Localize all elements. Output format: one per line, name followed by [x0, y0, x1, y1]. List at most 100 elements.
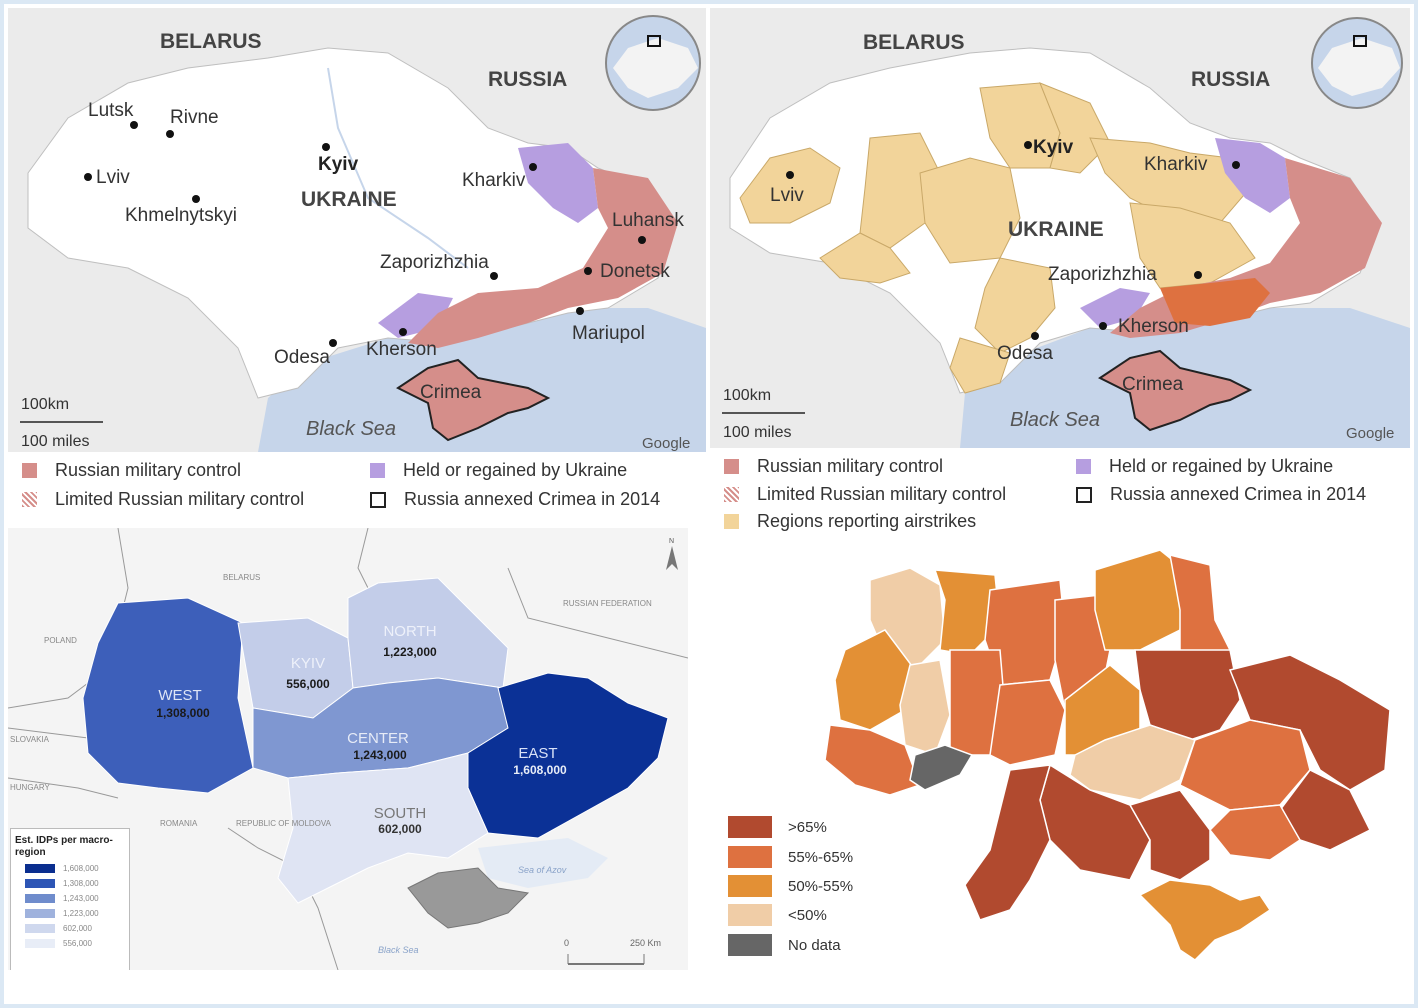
- idp-map: WEST 1,308,000 KYIV 556,000 NORTH 1,223,…: [8, 528, 688, 970]
- google-credit-2: Google: [1346, 425, 1394, 442]
- legend4-item-gt65: >65%: [728, 816, 827, 838]
- swatch-55-65: [728, 846, 772, 868]
- legend2-item-crimea: Russia annexed Crimea in 2014: [1076, 484, 1366, 505]
- north-arrow-icon: [666, 546, 678, 570]
- label-ukraine: UKRAINE: [301, 188, 397, 211]
- value-region-south: 602,000: [378, 822, 422, 836]
- swatch-russian-control: [22, 463, 37, 478]
- label-russia-2: RUSSIA: [1191, 68, 1270, 91]
- city-kyiv-2: Kyiv: [1033, 137, 1074, 158]
- scale-250km: 250 Km: [630, 938, 661, 948]
- swatch2-held-ukraine: [1076, 459, 1091, 474]
- region-west: [82, 597, 254, 794]
- city-khmelnytskyi: Khmelnytskyi: [125, 205, 237, 226]
- legend4-item-lt50: <50%: [728, 904, 827, 926]
- swatch2-russian-control: [724, 459, 739, 474]
- idp-legend: Est. IDPs per macro-region 1,608,000 1,3…: [10, 828, 130, 970]
- label-belarus-2: BELARUS: [863, 31, 965, 54]
- swatch2-crimea: [1076, 486, 1092, 503]
- scale-km-2: 100km: [723, 387, 771, 404]
- scale-miles: 100 miles: [21, 433, 89, 450]
- russian-control-east: [408, 168, 678, 348]
- idp-legend-row: 1,243,000: [11, 891, 129, 906]
- label-region-north: NORTH: [383, 623, 436, 640]
- north-arrow-label: N: [669, 538, 674, 545]
- city-kherson: Kherson: [366, 339, 437, 360]
- label-black-sea: Black Sea: [306, 418, 396, 440]
- airstrikes-map: BELARUS RUSSIA UKRAINE Kyiv Kharkiv Lviv…: [710, 8, 1410, 448]
- legend2-item-russian-control: Russian military control: [724, 456, 943, 477]
- value-region-center: 1,243,000: [353, 748, 407, 762]
- city-rivne: Rivne: [170, 107, 219, 128]
- value-region-north: 1,223,000: [383, 645, 437, 659]
- label-belarus-3: BELARUS: [223, 573, 260, 582]
- map-panel-choropleth: >65% 55%-65% 50%-55% <50% No data: [710, 540, 1410, 970]
- label-romania-3: ROMANIA: [160, 819, 198, 828]
- city-odesa: Odesa: [274, 347, 330, 368]
- legend4-item-50-55: 50%-55%: [728, 875, 853, 897]
- swatch-gt65: [728, 816, 772, 838]
- idp-legend-row: 1,308,000: [11, 876, 129, 891]
- city-odesa-2: Odesa: [997, 343, 1053, 364]
- label-region-south: SOUTH: [374, 805, 427, 822]
- label-moldova-3: REPUBLIC OF MOLDOVA: [236, 819, 332, 828]
- label-region-center: CENTER: [347, 730, 409, 747]
- idp-legend-row: 1,223,000: [11, 906, 129, 921]
- city-lviv: Lviv: [96, 167, 130, 188]
- value-region-east: 1,608,000: [513, 763, 567, 777]
- scale-zero: 0: [564, 938, 569, 948]
- label-russia-3: RUSSIAN FEDERATION: [563, 599, 652, 608]
- legend-airstrikes-map: Russian military control Held or regaine…: [710, 450, 1410, 538]
- city-donetsk: Donetsk: [600, 261, 670, 282]
- legend4-item-no-data: No data: [728, 934, 841, 956]
- legend-item-russian-control: Russian military control: [22, 460, 241, 481]
- legend2-item-limited-control: Limited Russian military control: [724, 484, 1006, 505]
- city-crimea-2: Crimea: [1122, 374, 1184, 395]
- scale-miles-2: 100 miles: [723, 424, 791, 441]
- label-black-sea-3: Black Sea: [378, 945, 419, 955]
- map-panel-control: BELARUS RUSSIA UKRAINE Lutsk Rivne Lviv …: [8, 8, 706, 452]
- label-belarus: BELARUS: [160, 30, 262, 53]
- city-kharkiv: Kharkiv: [462, 170, 526, 191]
- swatch2-airstrikes: [724, 514, 739, 529]
- legend2-item-held-ukraine: Held or regained by Ukraine: [1076, 456, 1333, 477]
- legend-item-held-ukraine: Held or regained by Ukraine: [370, 460, 627, 481]
- airstrike-regions: [739, 82, 1256, 394]
- label-region-west: WEST: [158, 687, 201, 704]
- legend-choropleth: >65% 55%-65% 50%-55% <50% No data: [728, 816, 928, 966]
- legend-item-crimea: Russia annexed Crimea in 2014: [370, 489, 660, 510]
- city-kyiv: Kyiv: [318, 154, 359, 175]
- label-hungary-3: HUNGARY: [10, 783, 51, 792]
- city-kherson-2: Kherson: [1118, 316, 1189, 337]
- map-panel-idps: WEST 1,308,000 KYIV 556,000 NORTH 1,223,…: [8, 528, 688, 970]
- city-zaporizhzhia: Zaporizhzhia: [380, 252, 489, 273]
- legend2-item-airstrikes: Regions reporting airstrikes: [724, 511, 976, 532]
- idp-legend-row: 602,000: [11, 921, 129, 936]
- swatch-lt50: [728, 904, 772, 926]
- region-south: [277, 752, 489, 904]
- value-region-west: 1,308,000: [156, 706, 210, 720]
- idp-legend-title: Est. IDPs per macro-region: [15, 835, 113, 858]
- no-data-region: [909, 744, 974, 791]
- control-map: BELARUS RUSSIA UKRAINE Lutsk Rivne Lviv …: [8, 8, 706, 452]
- region-crimea: [407, 867, 530, 929]
- city-luhansk: Luhansk: [612, 210, 684, 231]
- swatch-limited-control: [22, 492, 37, 507]
- idp-legend-row: 556,000: [11, 936, 129, 951]
- label-ukraine-2: UKRAINE: [1008, 218, 1104, 241]
- swatch-no-data: [728, 934, 772, 956]
- city-kharkiv-2: Kharkiv: [1144, 154, 1208, 175]
- swatch-held-ukraine: [370, 463, 385, 478]
- idp-legend-row: 1,608,000: [11, 861, 129, 876]
- held-region-northeast: [518, 143, 598, 223]
- value-region-kyiv: 556,000: [286, 677, 330, 691]
- legend-item-limited-control: Limited Russian military control: [22, 489, 304, 510]
- map-panel-airstrikes: BELARUS RUSSIA UKRAINE Kyiv Kharkiv Lviv…: [710, 8, 1410, 448]
- city-crimea: Crimea: [420, 382, 482, 403]
- label-russia: RUSSIA: [488, 68, 567, 91]
- figure-frame: BELARUS RUSSIA UKRAINE Lutsk Rivne Lviv …: [4, 4, 1414, 1004]
- label-sea-azov: Sea of Azov: [518, 865, 567, 875]
- label-poland-3: POLAND: [44, 636, 77, 645]
- swatch-50-55: [728, 875, 772, 897]
- city-zaporizhzhia-2: Zaporizhzhia: [1048, 264, 1157, 285]
